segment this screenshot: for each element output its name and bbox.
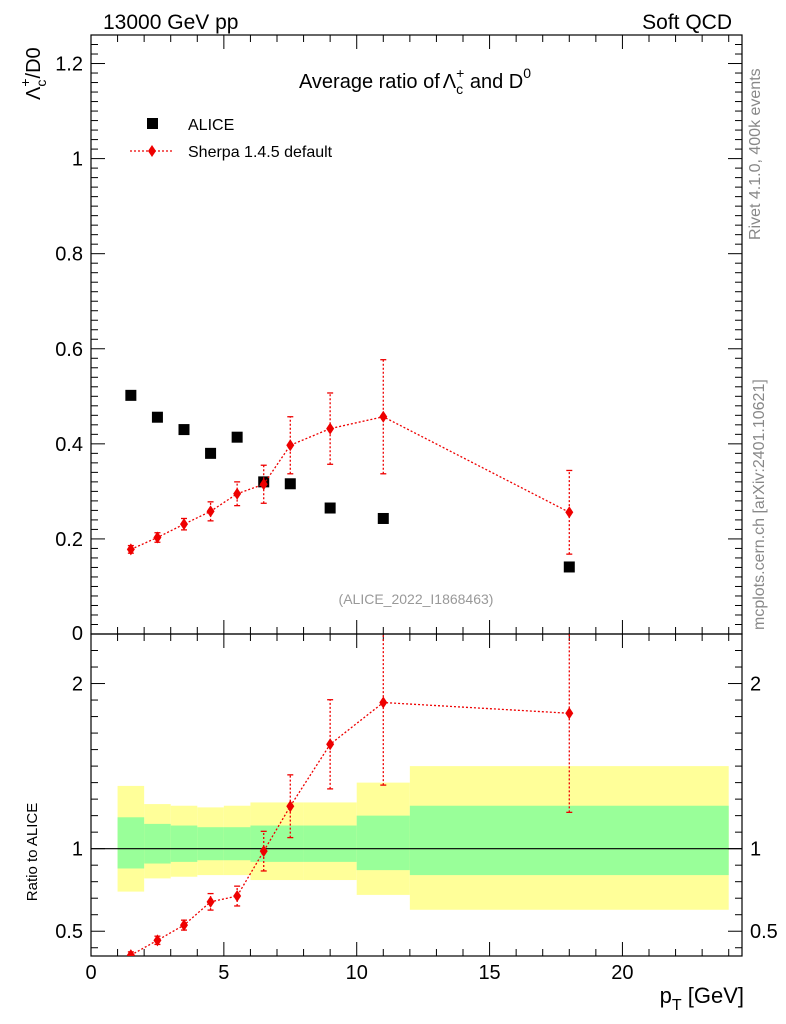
ratio-sherpa-point [153, 934, 162, 947]
legend-sherpa-marker [148, 145, 156, 157]
x-tick-label: 5 [218, 962, 229, 984]
sherpa-point [565, 506, 574, 519]
ratio-sherpa-point [326, 738, 335, 751]
sherpa-point [206, 505, 215, 518]
alice-point [563, 561, 575, 573]
legend-sherpa-label: Sherpa 1.4.5 default [188, 144, 333, 161]
ratio-y-tick-label-left: 1 [72, 839, 83, 861]
ratio-sherpa-line [130, 701, 570, 956]
main-y-tick-label: 0.4 [55, 434, 83, 456]
sherpa-point [180, 518, 188, 531]
ratio-stat-band [117, 817, 145, 869]
ratio-sherpa-point [233, 890, 242, 903]
sherpa-point [153, 531, 162, 544]
ratio-y-tick-label-right: 0.5 [750, 921, 778, 943]
main-title: Average ratio of Λc+ and D0 [299, 65, 531, 97]
ratio-y-tick-label-left: 0.5 [55, 921, 83, 943]
main-y-tick-label: 0 [72, 623, 83, 645]
ratio-stat-band [303, 825, 357, 862]
mcplots-label: mcplots.cern.ch [arXiv:2401.10621] [751, 379, 768, 630]
alice-point [178, 424, 190, 436]
alice-point [284, 478, 296, 490]
ratio-stat-band [409, 805, 729, 876]
ratio-stat-band [250, 825, 304, 862]
ratio-sherpa-point [379, 696, 388, 709]
main-y-tick-label: 0.6 [55, 339, 83, 361]
alice-point [231, 431, 243, 443]
alice-point [125, 389, 137, 401]
sherpa-point [379, 410, 388, 423]
legend: ALICE Sherpa 1.4.5 default [130, 117, 333, 161]
main-y-tick-label: 0.2 [55, 529, 83, 551]
main-y-tick-label: 0.8 [55, 244, 83, 266]
ratio-sherpa-point [565, 707, 574, 720]
x-tick-label: 10 [346, 962, 368, 984]
main-y-tick-label: 1 [72, 149, 83, 171]
header-energy: 13000 GeV pp [103, 11, 238, 34]
sherpa-point [233, 487, 242, 500]
ratio-sherpa-point [180, 919, 188, 932]
rivet-label: Rivet 4.1.0, 400k events [747, 68, 764, 240]
ratio-stat-band [356, 815, 410, 871]
sherpa-point [126, 543, 135, 556]
header-process: Soft QCD [642, 11, 732, 34]
main-y-tick-label: 1.2 [55, 54, 83, 76]
ratio-stat-band [223, 827, 251, 861]
alice-point [324, 502, 336, 514]
ratio-sherpa-point [206, 895, 215, 908]
sherpa-point [286, 439, 295, 452]
alice-point [151, 411, 163, 423]
ratio-stat-band [197, 827, 224, 861]
ratio-y-tick-label-right: 1 [750, 839, 761, 861]
sherpa-point [259, 478, 268, 491]
ratio-y-tick-label-right: 2 [750, 674, 761, 696]
sherpa-line [130, 416, 570, 550]
ratio-ylabel: Ratio to ALICE [24, 803, 41, 901]
x-tick-label: 20 [611, 962, 633, 984]
ratio-sherpa-point [126, 949, 135, 956]
ratio-frame [90, 633, 743, 957]
main-ylabel: Λc+/D0 [17, 47, 49, 100]
ratio-series-group [126, 634, 574, 956]
ratio-stat-band [144, 823, 171, 864]
xlabel: pT [GeV] [660, 983, 744, 1014]
alice-point [377, 512, 389, 524]
x-tick-label: 0 [85, 962, 96, 984]
analysis-label: (ALICE_2022_I1868463) [339, 591, 494, 607]
ratio-stat-band [170, 825, 198, 862]
alice-point [205, 447, 217, 459]
x-tick-label: 15 [478, 962, 500, 984]
legend-alice-label: ALICE [188, 117, 234, 134]
ratio-sherpa-point [286, 800, 295, 813]
ratio-sherpa-point [259, 845, 268, 858]
ratio-y-tick-label-left: 2 [72, 674, 83, 696]
sherpa-point [326, 422, 335, 435]
legend-alice-marker [147, 118, 158, 129]
